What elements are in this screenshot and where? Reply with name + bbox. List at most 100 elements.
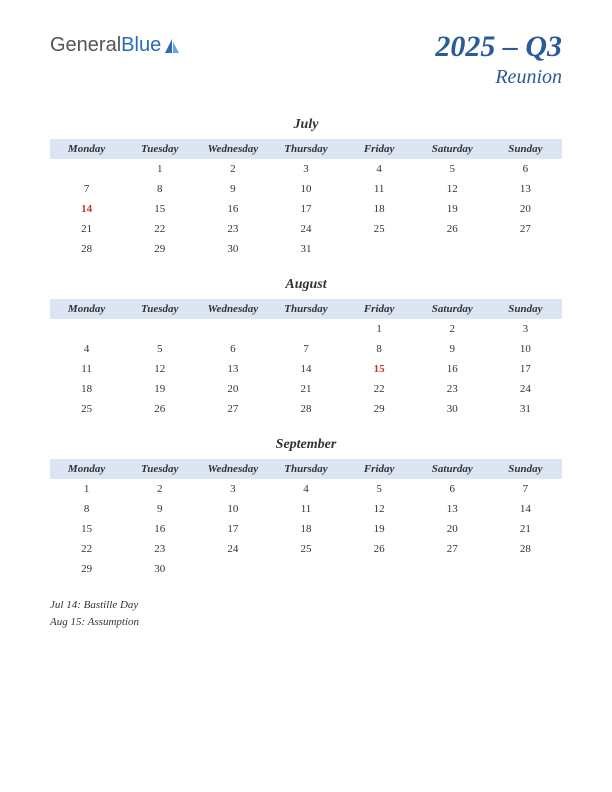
calendar-row: 123456 bbox=[50, 159, 562, 179]
calendar-cell bbox=[343, 239, 416, 259]
calendar-cell: 11 bbox=[50, 359, 123, 379]
calendar-row: 21222324252627 bbox=[50, 219, 562, 239]
calendar-cell: 1 bbox=[123, 159, 196, 179]
calendar-cell: 1 bbox=[343, 319, 416, 339]
calendar-row: 891011121314 bbox=[50, 499, 562, 519]
day-header: Thursday bbox=[269, 139, 342, 159]
calendar-cell: 8 bbox=[123, 179, 196, 199]
calendar-cell: 2 bbox=[196, 159, 269, 179]
day-header: Monday bbox=[50, 299, 123, 319]
calendar-cell: 30 bbox=[123, 559, 196, 579]
calendar-cell: 18 bbox=[269, 519, 342, 539]
calendar-row: 22232425262728 bbox=[50, 539, 562, 559]
logo-sail-icon bbox=[163, 37, 181, 55]
calendar-cell: 26 bbox=[343, 539, 416, 559]
calendar-cell bbox=[416, 559, 489, 579]
calendar-cell: 18 bbox=[343, 199, 416, 219]
month-block: August MondayTuesdayWednesdayThursdayFrid… bbox=[50, 277, 562, 419]
day-header: Monday bbox=[50, 139, 123, 159]
day-header: Monday bbox=[50, 459, 123, 479]
month-block: SeptemberMondayTuesdayWednesdayThursdayF… bbox=[50, 437, 562, 579]
calendar-cell: 28 bbox=[50, 239, 123, 259]
calendar-row: 45678910 bbox=[50, 339, 562, 359]
calendar-cell bbox=[196, 559, 269, 579]
calendar-cell bbox=[196, 319, 269, 339]
day-header: Thursday bbox=[269, 299, 342, 319]
day-header: Saturday bbox=[416, 459, 489, 479]
calendar-cell: 30 bbox=[416, 399, 489, 419]
calendar-row: 14151617181920 bbox=[50, 199, 562, 219]
calendar-cell: 15 bbox=[343, 359, 416, 379]
calendar-row: 1234567 bbox=[50, 479, 562, 499]
calendar-cell: 13 bbox=[416, 499, 489, 519]
calendar-cell: 14 bbox=[50, 199, 123, 219]
day-header: Thursday bbox=[269, 459, 342, 479]
calendar-cell: 22 bbox=[343, 379, 416, 399]
calendar-cell: 5 bbox=[416, 159, 489, 179]
calendar-cell: 19 bbox=[343, 519, 416, 539]
page-subtitle: Reunion bbox=[435, 66, 562, 89]
calendar-cell: 25 bbox=[269, 539, 342, 559]
calendar-cell: 21 bbox=[269, 379, 342, 399]
calendar-cell: 21 bbox=[50, 219, 123, 239]
calendar-cell: 28 bbox=[269, 399, 342, 419]
calendar-cell: 14 bbox=[269, 359, 342, 379]
calendar-cell: 14 bbox=[489, 499, 562, 519]
calendar-cell: 15 bbox=[50, 519, 123, 539]
day-header: Saturday bbox=[416, 299, 489, 319]
calendar-cell bbox=[269, 559, 342, 579]
day-header: Tuesday bbox=[123, 139, 196, 159]
calendar-cell: 9 bbox=[416, 339, 489, 359]
calendar-cell: 23 bbox=[123, 539, 196, 559]
month-title: September bbox=[50, 437, 562, 453]
calendar-row: 25262728293031 bbox=[50, 399, 562, 419]
calendar-cell: 10 bbox=[269, 179, 342, 199]
calendar-cell bbox=[50, 319, 123, 339]
month-title: August bbox=[50, 277, 562, 293]
day-header: Tuesday bbox=[123, 299, 196, 319]
calendar-cell: 27 bbox=[196, 399, 269, 419]
month-block: July MondayTuesdayWednesdayThursdayFriday… bbox=[50, 117, 562, 259]
calendar-cell: 2 bbox=[123, 479, 196, 499]
calendar-cell: 31 bbox=[269, 239, 342, 259]
calendar-cell: 4 bbox=[269, 479, 342, 499]
calendar-table: MondayTuesdayWednesdayThursdayFridaySatu… bbox=[50, 139, 562, 259]
calendar-cell: 20 bbox=[416, 519, 489, 539]
calendar-cell: 9 bbox=[123, 499, 196, 519]
calendar-cell: 13 bbox=[196, 359, 269, 379]
calendar-cell: 23 bbox=[416, 379, 489, 399]
calendar-cell: 6 bbox=[489, 159, 562, 179]
calendar-cell: 25 bbox=[50, 399, 123, 419]
calendar-container: JulyMondayTuesdayWednesdayThursdayFriday… bbox=[50, 117, 562, 579]
holiday-list: Jul 14: Bastille DayAug 15: Assumption bbox=[50, 597, 562, 630]
calendar-table: MondayTuesdayWednesdayThursdayFridaySatu… bbox=[50, 299, 562, 419]
day-header: Sunday bbox=[489, 459, 562, 479]
calendar-cell: 10 bbox=[489, 339, 562, 359]
month-title: July bbox=[50, 117, 562, 133]
calendar-cell: 29 bbox=[50, 559, 123, 579]
day-header: Wednesday bbox=[196, 299, 269, 319]
calendar-cell bbox=[489, 559, 562, 579]
page-title: 2025 – Q3 bbox=[435, 30, 562, 64]
calendar-cell: 19 bbox=[416, 199, 489, 219]
calendar-cell: 30 bbox=[196, 239, 269, 259]
calendar-cell: 16 bbox=[416, 359, 489, 379]
calendar-cell: 8 bbox=[50, 499, 123, 519]
calendar-cell: 17 bbox=[269, 199, 342, 219]
calendar-cell: 22 bbox=[50, 539, 123, 559]
calendar-cell bbox=[416, 239, 489, 259]
calendar-cell: 13 bbox=[489, 179, 562, 199]
calendar-cell: 10 bbox=[196, 499, 269, 519]
calendar-cell: 29 bbox=[123, 239, 196, 259]
logo: GeneralBlue bbox=[50, 34, 181, 57]
calendar-cell bbox=[269, 319, 342, 339]
calendar-cell bbox=[489, 239, 562, 259]
calendar-cell: 1 bbox=[50, 479, 123, 499]
calendar-cell: 26 bbox=[416, 219, 489, 239]
calendar-cell: 12 bbox=[343, 499, 416, 519]
calendar-cell: 5 bbox=[123, 339, 196, 359]
day-header: Tuesday bbox=[123, 459, 196, 479]
calendar-cell: 29 bbox=[343, 399, 416, 419]
calendar-cell: 17 bbox=[196, 519, 269, 539]
day-header: Friday bbox=[343, 139, 416, 159]
